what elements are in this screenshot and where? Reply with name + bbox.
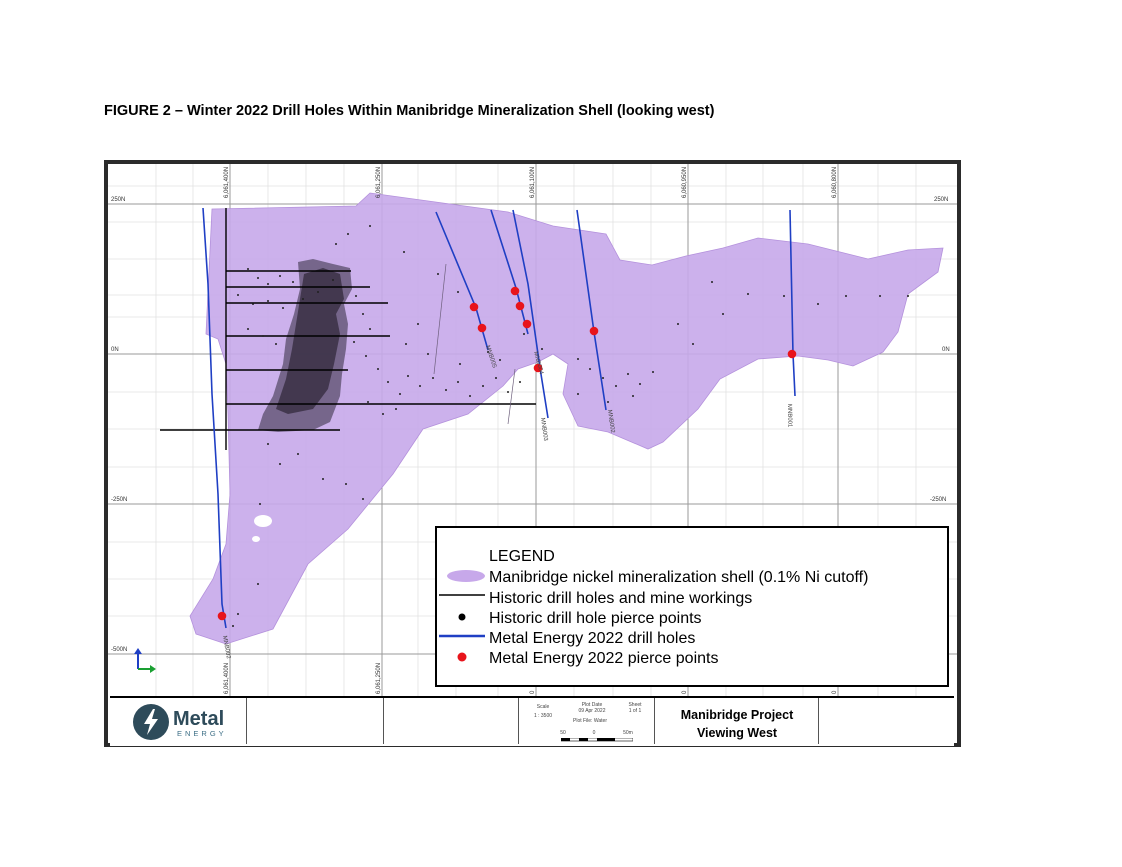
scale-value: 1 : 3500 [533,713,553,719]
plot-date-label: Plot Date [581,702,603,708]
coordinate-label-bottom: 6,061,250N [376,663,382,694]
sheet-label: Sheet [628,702,642,708]
hole-label: MNB003 [539,417,548,442]
metal-energy-logo-icon [133,704,169,740]
project-cell [655,698,819,744]
legend-item-shell: Manibridge nickel mineralization shell (… [489,569,869,586]
hole-label: MNB002 [221,635,231,660]
plot-date-value: 09 Apr 2022 [578,708,606,714]
title-block: Metal ENERGY Scale 1 : 3500 Plot Date 09… [110,696,954,746]
coordinate-label-top: 6,061,250N [376,167,382,198]
sheet-value: 1 of 1 [628,708,642,714]
scale-bar-label: 0 [592,730,596,736]
scale-cell: Scale 1 : 3500 Plot Date 09 Apr 2022 She… [519,698,655,744]
scale-bar [561,738,633,742]
legend-item-2022-pierce: Metal Energy 2022 pierce points [489,650,719,667]
logo-subtext: ENERGY [177,729,227,738]
project-title: Manibridge Project Viewing West [655,706,819,742]
black-line-icon [439,594,485,596]
elevation-label-left: -250N [111,497,127,503]
historic-drill-holes [160,208,536,450]
elevation-label-left: 0N [111,347,119,353]
scale-label: Scale [536,704,550,710]
scale-bar-label: 50m [623,730,633,736]
plot-file-label: Plot File: Water [573,718,607,724]
legend-title: LEGEND [489,548,555,565]
black-dot-icon [458,613,466,621]
hole-label: MNB002 [606,409,615,434]
historic-traces [433,263,516,425]
legend-item-historic-holes: Historic drill holes and mine workings [489,590,753,607]
elevation-label-left: -500N [111,647,127,653]
mine-workings-core [276,268,344,414]
elevation-label-right: 250N [934,197,948,203]
orientation-axes-icon [134,648,156,673]
logo-wordmark: Metal [173,708,225,730]
map-panel: MNB002 MNB005 MNB004 MNB003 MNB002 MNB00… [108,164,957,743]
blue-line-icon [439,634,485,638]
shell-swatch-icon [447,570,485,582]
figure-title: FIGURE 2 – Winter 2022 Drill Holes Withi… [104,103,715,119]
legend-item-2022-holes: Metal Energy 2022 drill holes [489,630,696,647]
shell-hole [252,536,260,542]
section-map: MNB002 MNB005 MNB004 MNB003 MNB002 MNB00… [108,164,957,699]
coordinate-label-bottom: 0 [530,690,536,694]
logo-cell: Metal ENERGY [110,698,247,744]
shell-hole [254,515,272,527]
blank-cell [247,698,384,744]
coordinate-label-top: 6,060,950N [682,167,688,198]
historic-pierce-points [232,225,909,627]
project-name: Manibridge Project [680,708,794,722]
scale-bar-label: 50 [560,730,566,736]
elevation-label-right: -250N [930,497,946,503]
project-view: Viewing West [696,726,778,740]
drill-hole-mnb003 [512,209,549,419]
coordinate-label-bottom: 6,061,400N [224,663,230,694]
elevation-label-left: 250N [111,197,125,203]
blank-cell [819,698,954,744]
legend-box: LEGEND Manibridge nickel mineralization … [435,526,949,687]
legend-item-historic-pierce: Historic drill hole pierce points [489,610,702,627]
mineralization-shell [189,192,944,645]
hole-label: MNB001 [786,404,792,428]
coordinate-label-top: 6,060,800N [832,167,838,198]
coordinate-label-top: 6,061,400N [224,167,230,198]
coordinate-label-bottom: 0 [682,690,688,694]
red-dot-icon [457,652,467,662]
coordinate-label-bottom: 0 [832,690,838,694]
blank-cell [384,698,519,744]
metal-energy-2022-pierce-points [217,286,797,621]
coordinate-label-top: 6,061,100N [530,167,536,198]
drill-hole-mnb002-left [202,207,227,629]
elevation-label-right: 0N [942,347,950,353]
